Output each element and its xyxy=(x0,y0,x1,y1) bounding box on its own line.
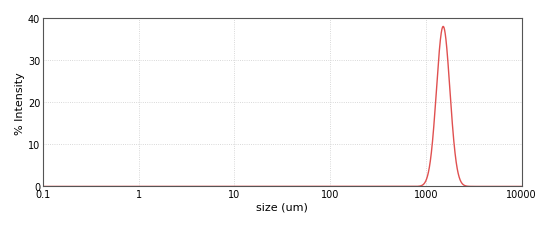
Y-axis label: % Intensity: % Intensity xyxy=(15,72,25,134)
X-axis label: size (um): size (um) xyxy=(256,202,308,212)
